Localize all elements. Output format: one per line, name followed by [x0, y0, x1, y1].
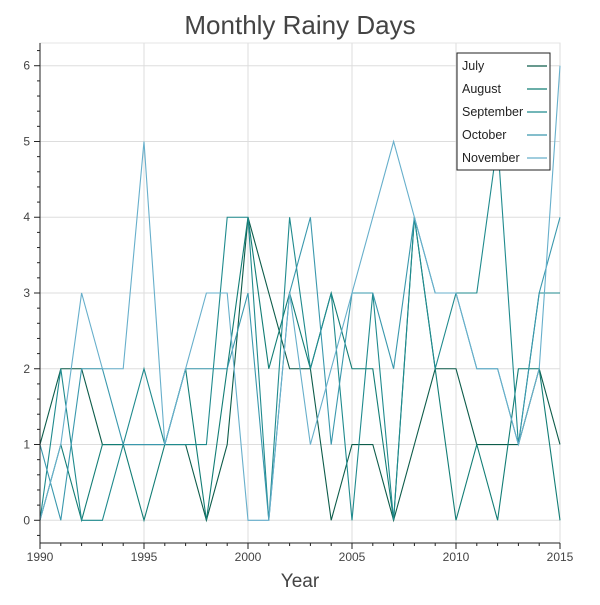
x-tick-label: 1995 [131, 550, 158, 564]
y-ticks: 0 1 2 3 4 5 6 [23, 50, 40, 536]
legend-label-november: November [462, 151, 520, 165]
legend-label-september: September [462, 105, 523, 119]
y-tick-label: 3 [23, 286, 30, 300]
x-tick-label: 1990 [27, 550, 54, 564]
y-tick-label: 0 [23, 513, 30, 527]
x-axis-label: Year [281, 571, 320, 592]
y-tick-label: 2 [23, 362, 30, 376]
x-ticks: 1990 1995 2000 2005 2010 2015 [27, 543, 574, 564]
legend: July August September October November [456, 52, 551, 171]
y-tick-label: 6 [23, 59, 30, 73]
series-line-september [39, 141, 560, 521]
legend-label-july: July [462, 59, 485, 73]
chart-title: Monthly Rainy Days [184, 10, 415, 40]
y-tick-label: 5 [23, 134, 30, 148]
y-tick-label: 1 [23, 438, 30, 452]
x-tick-label: 2005 [339, 550, 366, 564]
legend-label-august: August [462, 82, 501, 96]
series-line-november [39, 65, 561, 521]
y-tick-label: 4 [23, 210, 30, 224]
legend-label-october: October [462, 128, 506, 142]
series-line-august [39, 217, 561, 523]
x-tick-label: 2000 [235, 550, 262, 564]
x-tick-label: 2015 [547, 550, 574, 564]
series-lines [39, 65, 561, 523]
x-tick-label: 2010 [443, 550, 470, 564]
